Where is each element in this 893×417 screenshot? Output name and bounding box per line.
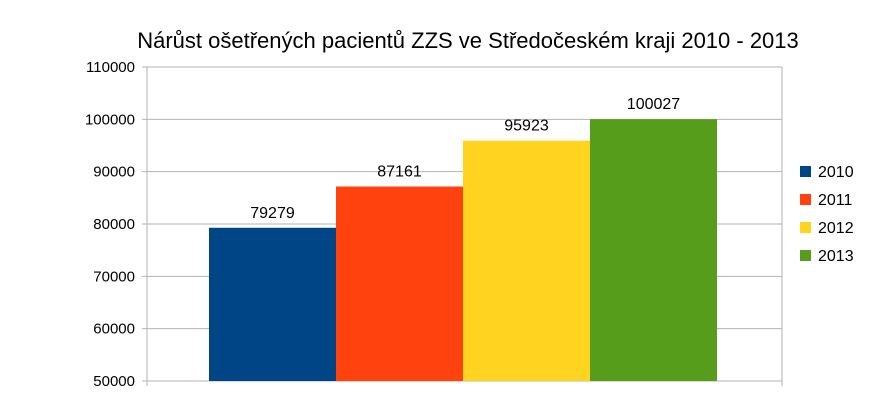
legend-swatch-2010 — [800, 166, 811, 177]
y-tick-label: 100000 — [85, 111, 135, 128]
bar-2010 — [209, 227, 336, 381]
bars — [209, 119, 717, 382]
y-tick-label: 50000 — [93, 373, 135, 390]
legend-swatch-2011 — [800, 194, 811, 205]
chart-title: Nárůst ošetřených pacientů ZZS ve Středo… — [137, 28, 799, 53]
data-label-2011: 87161 — [377, 164, 422, 181]
data-labels: 79279 87161 95923 100027 — [250, 96, 680, 222]
bar-2011 — [336, 186, 463, 381]
y-tick-label: 80000 — [93, 216, 135, 233]
axes: 50000 60000 70000 80000 90000 100000 110000 — [85, 59, 783, 390]
y-tick-label: 110000 — [86, 59, 135, 76]
data-label-2013: 100027 — [627, 96, 680, 113]
legend-swatch-2012 — [800, 222, 811, 233]
legend-label-2012: 2012 — [818, 220, 854, 237]
y-tick-label: 60000 — [93, 321, 135, 338]
legend-swatch-2013 — [800, 250, 811, 261]
data-label-2010: 79279 — [250, 205, 295, 222]
bar-2012 — [463, 140, 590, 381]
legend-label-2011: 2011 — [818, 192, 853, 209]
data-label-2012: 95923 — [504, 118, 549, 135]
y-tick-label: 90000 — [93, 164, 135, 181]
y-tick-label: 70000 — [93, 268, 135, 285]
legend-label-2013: 2013 — [818, 248, 854, 265]
legend: 2010 2011 2012 2013 — [800, 164, 854, 265]
legend-label-2010: 2010 — [818, 164, 854, 181]
bar-2013 — [590, 119, 717, 382]
